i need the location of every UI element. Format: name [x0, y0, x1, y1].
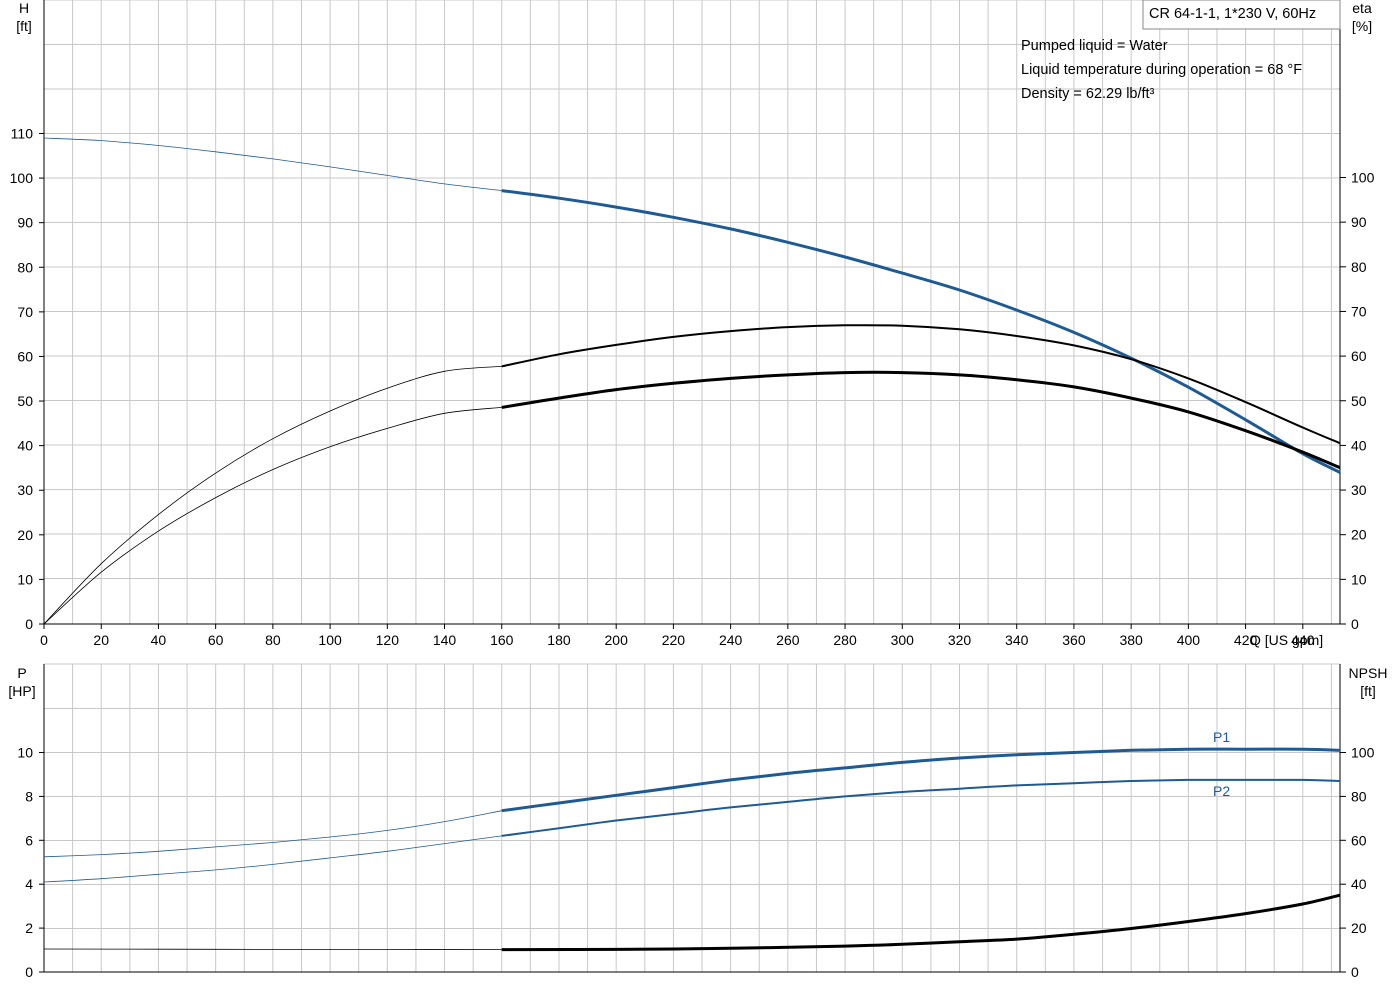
- y-left-tick-label: 6: [25, 832, 33, 848]
- y-left-tick-label: 80: [17, 259, 33, 275]
- y-left-tick-label: 0: [25, 964, 33, 980]
- x-tick-label: 60: [208, 632, 224, 648]
- x-tick-label: 380: [1119, 632, 1143, 648]
- npsh-curve: [501, 893, 1341, 952]
- x-tick-label: 280: [833, 632, 857, 648]
- pump-title-box: [1142, 0, 1341, 30]
- y-left-tick-label: 10: [17, 745, 33, 761]
- efficiency_pump-curve: [501, 324, 1341, 445]
- power-series: [43, 747, 1341, 952]
- p-axis-unit: [HP]: [8, 683, 35, 699]
- x-tick-label: 160: [490, 632, 514, 648]
- x-tick-label: 240: [719, 632, 743, 648]
- x-tick-label: 260: [776, 632, 800, 648]
- x-tick-label: 140: [433, 632, 457, 648]
- x-tick-label: 80: [265, 632, 281, 648]
- y-right-tick-label: 0: [1351, 616, 1359, 632]
- y-left-tick-label: 8: [25, 788, 33, 804]
- y-right-tick-label: 10: [1351, 571, 1367, 587]
- h-axis-title: H: [19, 0, 29, 16]
- npsh-curve-thin: [43, 948, 502, 950]
- p1-curve: [501, 747, 1341, 813]
- y-right-tick-label: 30: [1351, 482, 1367, 498]
- y-right-tick-label: 0: [1351, 964, 1359, 980]
- x-tick-label: 400: [1177, 632, 1201, 648]
- info-line-liquid: Pumped liquid = Water: [1021, 38, 1168, 54]
- y-left-tick-label: 40: [17, 438, 33, 454]
- y-right-tick-label: 40: [1351, 437, 1367, 453]
- performance-series: [43, 137, 1341, 625]
- axis-ticks: 0102030405060708090100110010203040506070…: [10, 126, 1375, 981]
- x-tick-label: 40: [151, 632, 167, 648]
- y-right-tick-label: 90: [1351, 214, 1367, 230]
- x-tick-label: 320: [948, 632, 972, 648]
- x-tick-label: 360: [1062, 632, 1086, 648]
- head-curve: [501, 189, 1341, 474]
- y-right-tick-label: 60: [1351, 832, 1367, 848]
- p-axis-title: P: [17, 665, 26, 681]
- x-tick-label: 300: [891, 632, 915, 648]
- y-right-tick-label: 100: [1351, 170, 1375, 186]
- x-tick-label: 200: [605, 632, 629, 648]
- npsh-axis-unit: [ft]: [1360, 683, 1376, 699]
- y-left-tick-label: 90: [17, 215, 33, 231]
- y-left-tick-label: 60: [17, 348, 33, 364]
- pump-title: CR 64-1-1, 1*230 V, 60Hz: [1149, 6, 1316, 22]
- y-left-tick-label: 20: [17, 527, 33, 543]
- h-axis-unit: [ft]: [16, 18, 32, 34]
- y-left-tick-label: 0: [25, 616, 33, 632]
- p1-curve-thin: [43, 810, 502, 858]
- eta-axis-unit: [%]: [1352, 18, 1372, 34]
- y-left-tick-label: 30: [17, 482, 33, 498]
- y-right-tick-label: 60: [1351, 348, 1367, 364]
- y-right-tick-label: 40: [1351, 876, 1367, 892]
- efficiency_total-curve: [501, 370, 1341, 470]
- efficiency_pump-curve-thin: [43, 366, 502, 625]
- head-curve-thin: [43, 137, 502, 191]
- y-right-tick-label: 20: [1351, 920, 1367, 936]
- p2-curve-thin: [43, 835, 502, 883]
- p2-label: P2: [1213, 783, 1230, 799]
- y-left-tick-label: 50: [17, 393, 33, 409]
- y-right-tick-label: 70: [1351, 303, 1367, 319]
- x-tick-label: 120: [376, 632, 400, 648]
- performance-grid: [43, 0, 1341, 625]
- y-left-tick-label: 100: [10, 170, 34, 186]
- info-line-temperature: Liquid temperature during operation = 68…: [1021, 62, 1302, 78]
- y-left-tick-label: 110: [11, 126, 34, 142]
- y-left-tick-label: 10: [17, 571, 33, 587]
- x-tick-label: 420: [1234, 632, 1258, 648]
- y-right-tick-label: 80: [1351, 788, 1367, 804]
- efficiency_total-curve-thin: [43, 407, 502, 625]
- eta-axis-title: eta: [1352, 0, 1372, 16]
- y-right-tick-label: 50: [1351, 393, 1367, 409]
- x-tick-label: 440: [1291, 632, 1315, 648]
- y-right-tick-label: 100: [1351, 745, 1375, 761]
- info-line-density: Density = 62.29 lb/ft³: [1021, 86, 1155, 102]
- x-tick-label: 0: [40, 632, 48, 648]
- x-tick-label: 220: [662, 632, 686, 648]
- y-right-tick-label: 80: [1351, 259, 1367, 275]
- y-right-tick-label: 20: [1351, 527, 1367, 543]
- y-left-tick-label: 2: [25, 920, 33, 936]
- p1-label: P1: [1213, 729, 1230, 745]
- x-tick-label: 180: [547, 632, 571, 648]
- y-left-tick-label: 4: [25, 876, 33, 892]
- y-left-tick-label: 70: [17, 304, 33, 320]
- npsh-axis-title: NPSH: [1349, 665, 1388, 681]
- x-tick-label: 100: [318, 632, 342, 648]
- x-tick-label: 340: [1005, 632, 1029, 648]
- x-tick-label: 20: [93, 632, 109, 648]
- q-axis-title: Q [US gpm]: [1250, 632, 1323, 648]
- p2-curve: [501, 778, 1341, 837]
